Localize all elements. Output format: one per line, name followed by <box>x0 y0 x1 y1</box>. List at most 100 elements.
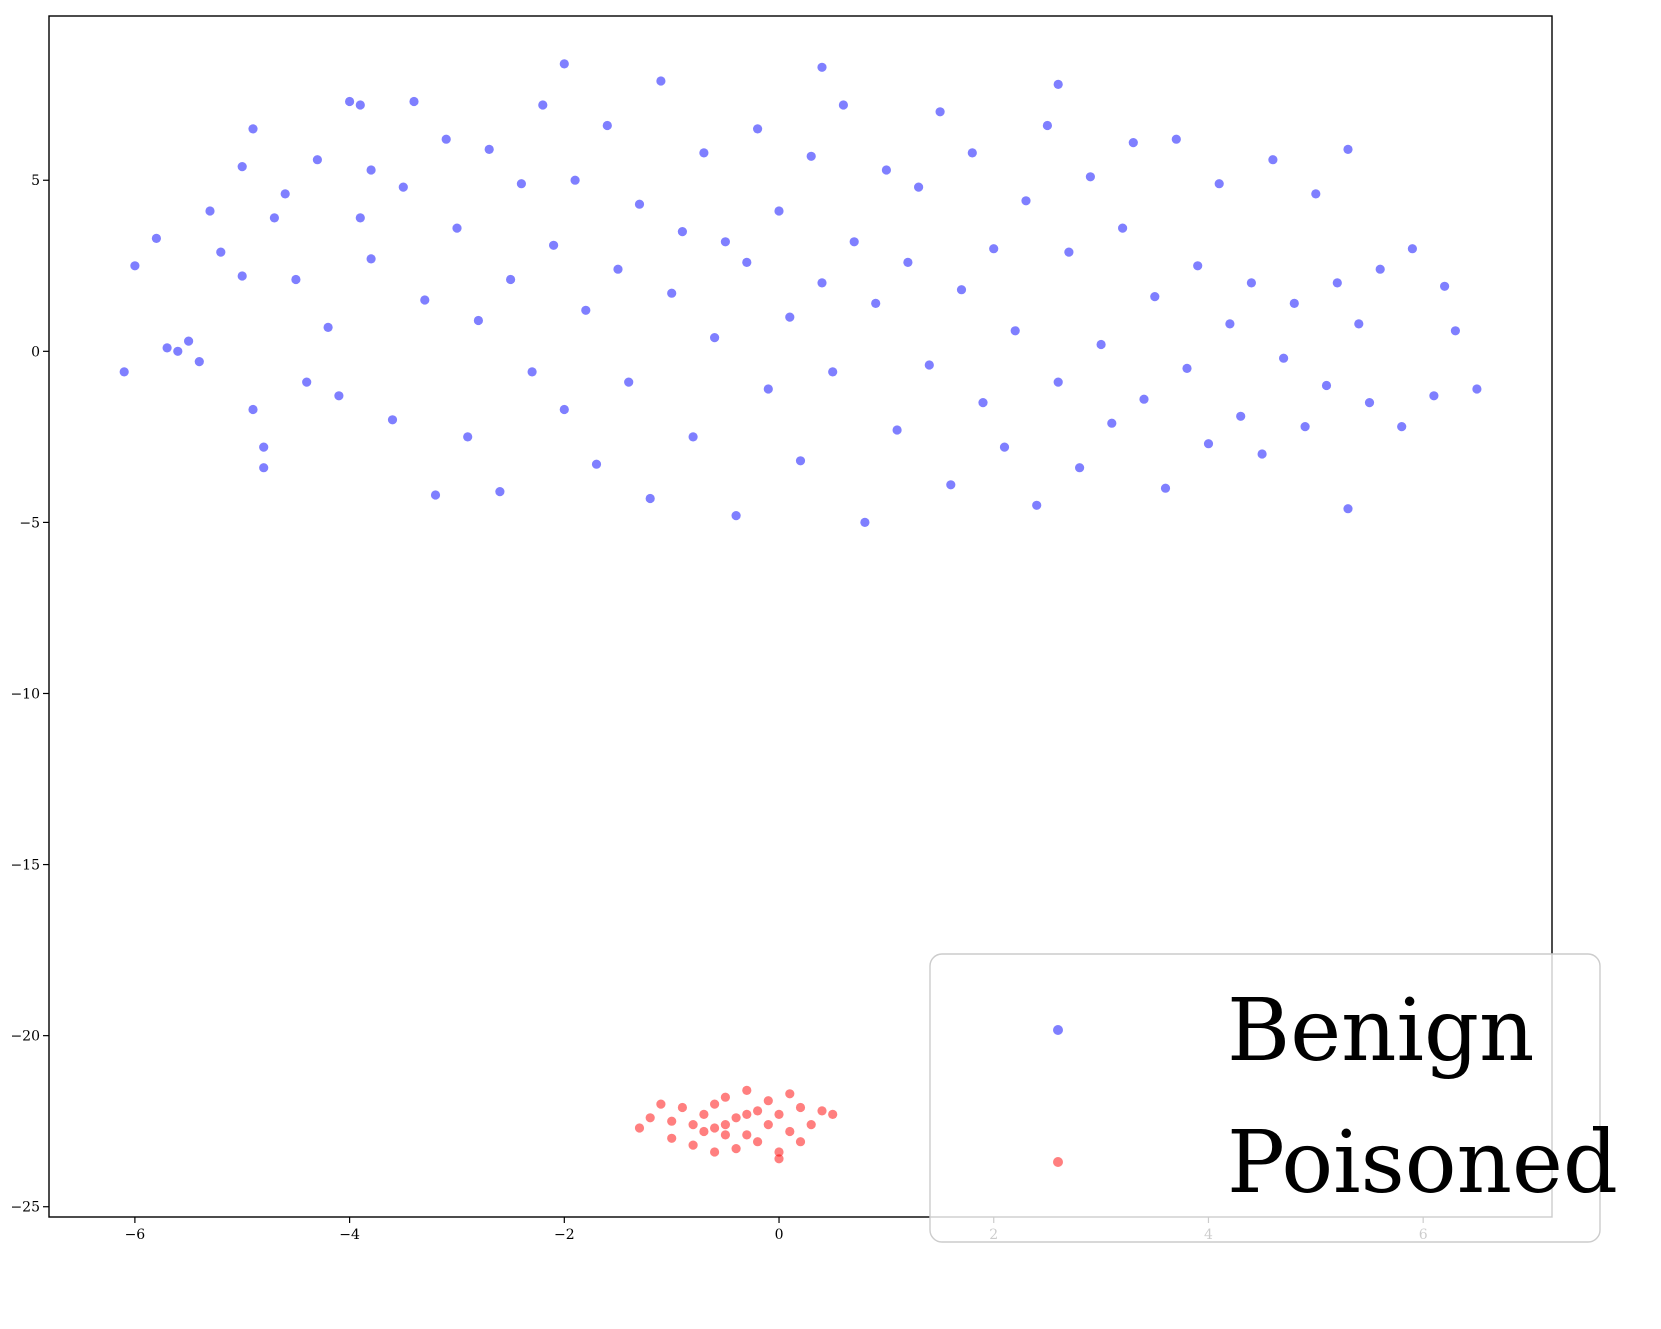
benign-point <box>1321 380 1332 391</box>
benign-point <box>581 305 591 315</box>
benign-point <box>1042 120 1052 131</box>
poisoned-point <box>710 1099 720 1109</box>
benign-point <box>1343 144 1353 154</box>
poisoned-point <box>806 1120 816 1130</box>
benign-point <box>742 257 752 267</box>
benign-point <box>924 360 934 370</box>
benign-point <box>634 199 645 209</box>
poisoned-point <box>645 1113 655 1123</box>
benign-point <box>1182 363 1192 373</box>
benign-point <box>828 367 838 377</box>
benign-point <box>173 346 183 356</box>
benign-point <box>130 261 140 271</box>
poisoned-point <box>699 1126 709 1137</box>
x-tick-label: −6 <box>125 1227 146 1243</box>
benign-point <box>549 240 559 250</box>
benign-point <box>205 206 215 216</box>
benign-point <box>506 274 516 285</box>
benign-point <box>710 333 720 343</box>
y-tick-label: 0 <box>31 344 40 360</box>
benign-point <box>1032 500 1042 510</box>
benign-point <box>892 425 902 435</box>
benign-point <box>699 148 709 158</box>
benign-point <box>355 213 365 223</box>
benign-point <box>237 271 247 281</box>
poisoned-point <box>817 1106 827 1116</box>
benign-point <box>441 134 451 144</box>
benign-point <box>956 285 967 295</box>
benign-point <box>795 456 806 466</box>
benign-point <box>570 175 580 185</box>
benign-point <box>1236 411 1246 421</box>
benign-point <box>871 298 881 308</box>
poisoned-point <box>828 1109 838 1119</box>
benign-point <box>398 182 408 192</box>
benign-point <box>162 343 172 353</box>
benign-point <box>1085 172 1095 182</box>
benign-point <box>624 377 634 387</box>
benign-point <box>345 96 355 107</box>
benign-point <box>1150 292 1160 302</box>
benign-point <box>1075 463 1085 473</box>
benign-point <box>334 391 344 401</box>
benign-point <box>591 459 602 469</box>
poisoned-point <box>774 1147 784 1157</box>
benign-point <box>1257 449 1267 459</box>
benign-point <box>473 315 483 326</box>
poisoned-point <box>720 1092 731 1102</box>
benign-point <box>1472 384 1482 394</box>
benign-point <box>259 442 269 452</box>
benign-point <box>291 274 301 285</box>
benign-point <box>731 510 741 521</box>
benign-point <box>312 155 322 165</box>
benign-point <box>935 107 945 117</box>
benign-point <box>1225 319 1235 329</box>
benign-point <box>430 490 441 500</box>
legend-marker-poisoned <box>1053 1157 1063 1167</box>
y-tick-label: −25 <box>10 1200 40 1216</box>
benign-point <box>817 62 827 72</box>
benign-point <box>1053 79 1063 89</box>
benign-point <box>806 151 816 161</box>
benign-point <box>753 124 763 134</box>
poisoned-point <box>710 1123 720 1133</box>
poisoned-point <box>667 1133 677 1143</box>
benign-point <box>280 189 290 199</box>
legend-label-poisoned: Poisoned <box>1227 1113 1618 1213</box>
plot-frame <box>48 15 1553 1218</box>
benign-point <box>785 312 795 322</box>
benign-point <box>1354 319 1364 329</box>
benign-point <box>720 237 731 247</box>
poisoned-point <box>753 1106 763 1116</box>
poisoned-point <box>742 1085 752 1095</box>
benign-point <box>903 257 913 267</box>
poisoned-point <box>785 1126 795 1137</box>
points-layer <box>119 59 1482 1164</box>
benign-point <box>838 100 849 110</box>
benign-point <box>1064 247 1074 257</box>
benign-point <box>602 120 612 131</box>
benign-point <box>559 404 569 415</box>
y-tick-label: −20 <box>10 1029 40 1045</box>
benign-point <box>463 432 473 442</box>
y-tick-label: −10 <box>10 686 40 702</box>
poisoned-point <box>688 1120 698 1130</box>
benign-point <box>677 227 688 237</box>
y-tick-label: −15 <box>10 858 40 874</box>
benign-point <box>1246 278 1256 288</box>
benign-point <box>302 377 312 387</box>
benign-point <box>914 182 924 192</box>
benign-point <box>1193 261 1203 271</box>
benign-point <box>1139 394 1149 404</box>
benign-point <box>849 237 859 247</box>
benign-point <box>1160 483 1171 493</box>
poisoned-point <box>699 1109 709 1119</box>
benign-point <box>1010 326 1020 336</box>
benign-point <box>1397 422 1407 432</box>
benign-point <box>1107 418 1117 428</box>
benign-point <box>817 278 827 288</box>
benign-point <box>1279 353 1289 363</box>
poisoned-point <box>763 1096 773 1106</box>
poisoned-point <box>774 1154 784 1164</box>
axis-ticks: −6−4−2024650−5−10−15−20−25 <box>10 173 1427 1243</box>
